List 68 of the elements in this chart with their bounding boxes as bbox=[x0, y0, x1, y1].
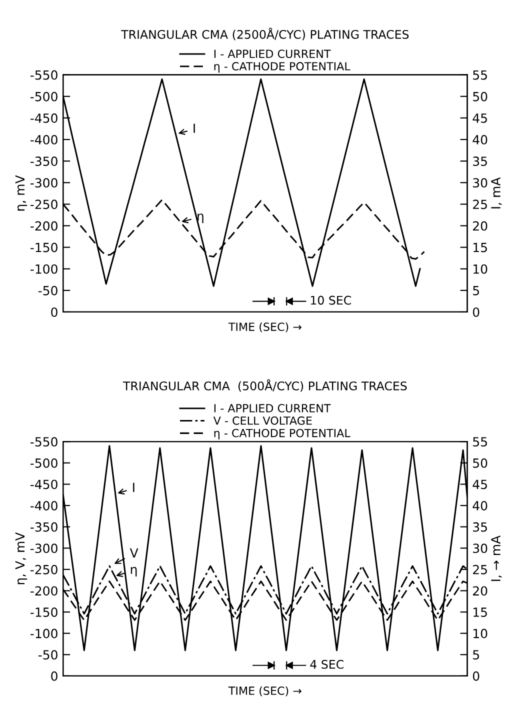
legend-label: V - CELL VOLTAGE bbox=[213, 416, 312, 425]
y-tick-label: -250 bbox=[30, 200, 58, 210]
y2-tick-label: 30 bbox=[473, 178, 488, 188]
annotation: V bbox=[130, 548, 138, 558]
y2-tick-label: 45 bbox=[472, 114, 487, 123]
y2-tick-label: 50 bbox=[473, 458, 488, 468]
y2-tick-label: 40 bbox=[472, 134, 488, 144]
y2-tick-label: 45 bbox=[472, 480, 487, 490]
y2-tick-label: 55 bbox=[473, 437, 487, 447]
y2-tick-label: 5 bbox=[473, 650, 479, 660]
y2-tick-label: 20 bbox=[473, 586, 488, 596]
annotation: η bbox=[130, 566, 137, 577]
y2-tick-label: 40 bbox=[472, 500, 488, 510]
y-tick-label: -350 bbox=[30, 156, 58, 166]
y-tick-label: -300 bbox=[30, 178, 58, 188]
y-tick-label: -450 bbox=[30, 480, 58, 490]
chart-title: TRIANGULAR CMA (2500Å/CYC) PLATING TRACES bbox=[121, 28, 409, 40]
y2-tick-label: 50 bbox=[473, 92, 488, 102]
y-tick-label: 0 bbox=[51, 307, 58, 317]
y-tick-label: 0 bbox=[51, 671, 58, 681]
annotation: 4 SEC bbox=[310, 660, 344, 669]
y2-axis-title: I, mA bbox=[491, 177, 502, 208]
y-tick-label: -400 bbox=[30, 134, 58, 144]
y2-tick-label: 55 bbox=[473, 70, 487, 80]
y2-tick-label: 10 bbox=[473, 628, 488, 638]
y-tick-label: -300 bbox=[30, 544, 58, 554]
x-axis-title: TIME (SEC) → bbox=[228, 322, 302, 332]
y2-tick-label: 10 bbox=[473, 264, 488, 274]
y-tick-label: -150 bbox=[30, 242, 58, 252]
y2-tick-label: 35 bbox=[473, 522, 487, 532]
y2-tick-label: 25 bbox=[473, 200, 487, 210]
y-tick-label: -350 bbox=[30, 522, 58, 532]
legend-label: I - APPLIED CURRENT bbox=[214, 50, 331, 58]
y-tick-label: -100 bbox=[30, 264, 58, 274]
y-tick-label: -250 bbox=[30, 564, 58, 574]
annotation: I bbox=[133, 482, 134, 492]
legend-label: η - CATHODE POTENTIAL bbox=[214, 428, 350, 440]
y2-tick-label: 20 bbox=[473, 221, 488, 231]
y2-tick-label: 15 bbox=[473, 608, 487, 617]
annotation: I bbox=[194, 124, 195, 133]
y2-tick-label: 0 bbox=[472, 307, 480, 317]
y-tick-label: -50 bbox=[38, 286, 58, 296]
y2-tick-label: 5 bbox=[473, 286, 479, 296]
y2-tick-label: 15 bbox=[473, 242, 487, 252]
legend-label: η - CATHODE POTENTIAL bbox=[214, 62, 350, 73]
y-axis-title: η, mV bbox=[15, 175, 28, 211]
y-tick-label: -150 bbox=[30, 607, 58, 617]
y2-tick-label: 35 bbox=[473, 156, 487, 166]
y-tick-label: -450 bbox=[30, 113, 58, 123]
y-tick-label: -50 bbox=[38, 650, 58, 660]
y-tick-label: -500 bbox=[30, 92, 58, 102]
y2-tick-label: 25 bbox=[473, 564, 487, 574]
y-axis-title: η, V, mV bbox=[15, 532, 28, 584]
y-tick-label: -500 bbox=[30, 458, 58, 468]
x-axis-title: TIME (SEC) → bbox=[228, 686, 302, 696]
chart-title: TRIANGULAR CMA (500Å/CYC) PLATING TRACES bbox=[122, 379, 407, 392]
y2-tick-label: 30 bbox=[473, 544, 488, 554]
annotation: η bbox=[198, 214, 204, 224]
y-tick-label: -400 bbox=[30, 500, 58, 510]
y-tick-label: -550 bbox=[30, 70, 58, 80]
y2-axis-title: I, → mA bbox=[491, 535, 502, 581]
y-tick-label: -550 bbox=[30, 437, 58, 447]
annotation: 10 SEC bbox=[310, 296, 351, 305]
y-tick-label: -200 bbox=[30, 586, 58, 596]
y-tick-label: -200 bbox=[30, 221, 58, 231]
y2-tick-label: 0 bbox=[472, 671, 480, 681]
y-tick-label: -100 bbox=[30, 628, 58, 638]
legend-label: I - APPLIED CURRENT bbox=[214, 404, 331, 412]
